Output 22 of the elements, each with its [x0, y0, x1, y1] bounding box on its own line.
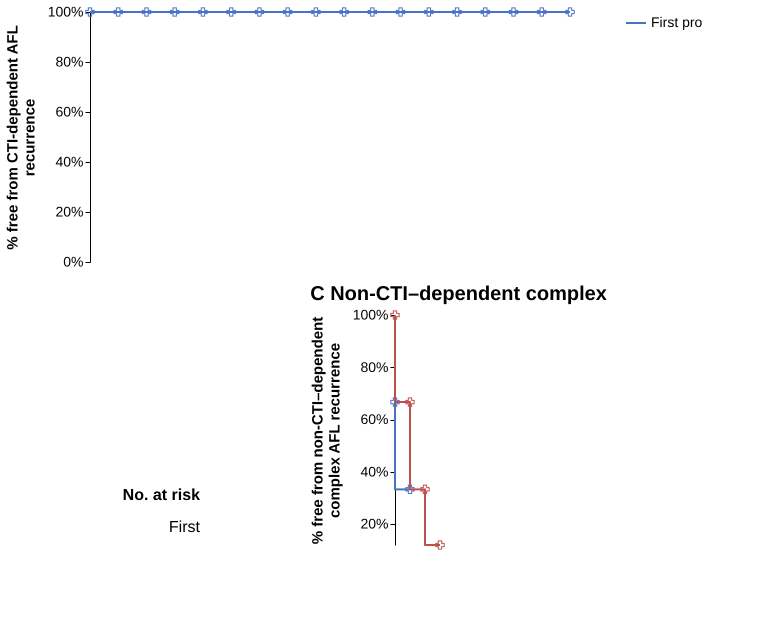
y-axis-title: % free from non-CTI–dependent complex AFL recurrence	[310, 316, 344, 544]
point	[420, 484, 430, 494]
legend-label: First pro	[651, 14, 703, 30]
y-tick-label: 100%	[352, 306, 388, 322]
point	[405, 484, 415, 494]
point	[435, 540, 445, 550]
y-tick-label: 40%	[360, 463, 388, 480]
y-tick-label: 100%	[48, 4, 84, 20]
y-tick-label: 80%	[55, 54, 84, 70]
y-tick-label: 80%	[360, 358, 388, 375]
chart-title: C Non-CTI–dependent complex	[310, 283, 607, 305]
y-axis-title: % free from CTI-dependent AFL recurrence	[4, 25, 39, 250]
point	[405, 397, 415, 407]
y-tick-label: 60%	[55, 104, 84, 120]
point	[390, 397, 400, 407]
y-tick-label: 60%	[360, 411, 388, 428]
text: First	[168, 519, 201, 536]
y-tick-label: 40%	[55, 154, 84, 170]
y-tick-label: 20%	[55, 204, 84, 220]
y-tick-label: 0%	[63, 254, 84, 270]
y-tick-label: 20%	[360, 516, 388, 532]
text: No. at risk	[122, 487, 200, 504]
